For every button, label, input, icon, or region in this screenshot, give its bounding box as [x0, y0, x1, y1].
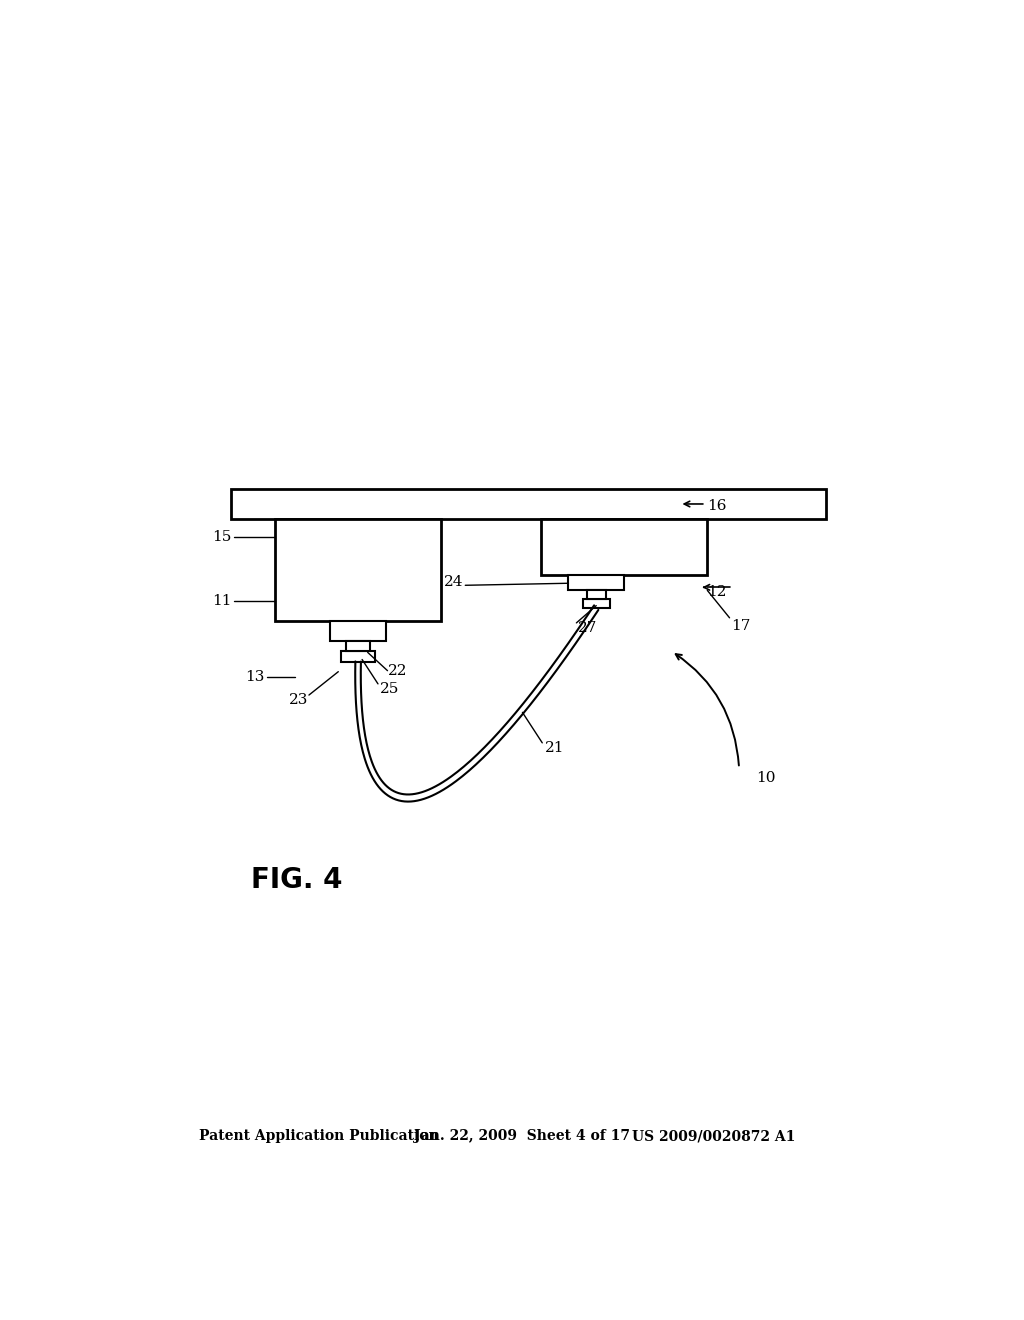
Text: 21: 21 — [545, 741, 564, 755]
Text: 12: 12 — [708, 585, 727, 599]
Text: 25: 25 — [380, 682, 399, 696]
Text: 11: 11 — [212, 594, 231, 607]
Text: 17: 17 — [731, 619, 751, 634]
Bar — [583, 599, 609, 607]
Text: 23: 23 — [289, 693, 308, 708]
Text: 13: 13 — [246, 669, 264, 684]
Text: Jan. 22, 2009  Sheet 4 of 17: Jan. 22, 2009 Sheet 4 of 17 — [414, 1129, 630, 1143]
Text: US 2009/0020872 A1: US 2009/0020872 A1 — [632, 1129, 796, 1143]
Bar — [346, 642, 370, 651]
Text: Patent Application Publication: Patent Application Publication — [200, 1129, 439, 1143]
Text: 16: 16 — [708, 499, 727, 513]
Text: FIG. 4: FIG. 4 — [251, 866, 342, 894]
Text: 10: 10 — [757, 771, 776, 785]
Bar — [231, 488, 826, 519]
Text: 24: 24 — [444, 576, 464, 589]
Bar — [568, 576, 624, 590]
Bar — [341, 651, 375, 661]
Bar — [331, 620, 386, 642]
Text: 22: 22 — [388, 664, 408, 677]
Text: 27: 27 — [578, 620, 597, 635]
Bar — [587, 590, 605, 599]
Bar — [274, 519, 441, 620]
Text: 15: 15 — [212, 529, 231, 544]
Bar — [541, 519, 708, 576]
